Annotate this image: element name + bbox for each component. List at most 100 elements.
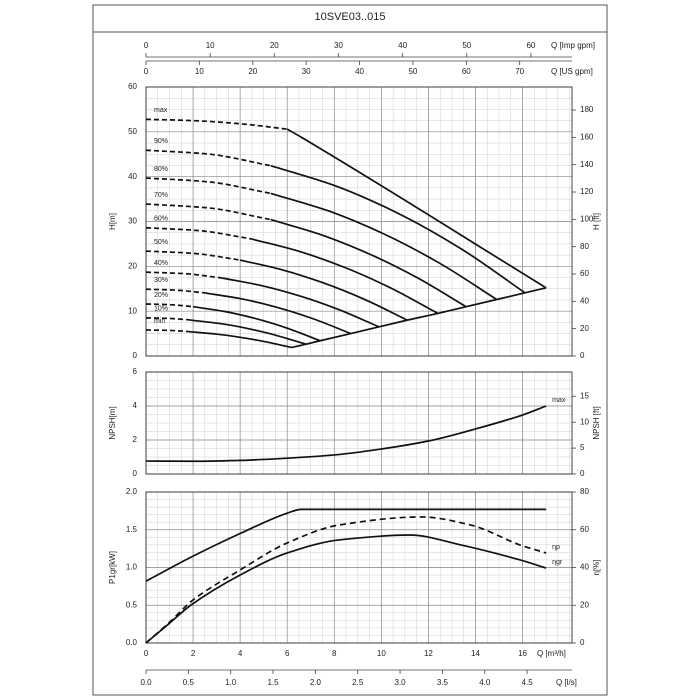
x-tick-label: 2.5 (352, 678, 364, 687)
y-axis-label: H[m] (108, 213, 117, 230)
y2-tick-label: 40 (580, 563, 589, 572)
dashed-curve (145, 303, 194, 308)
curve-label: ηp (552, 544, 560, 551)
plot-frame (145, 86, 573, 357)
curve (202, 291, 352, 335)
curve-label: max (552, 397, 566, 404)
y2-tick-label: 40 (580, 296, 589, 305)
y2-tick-label: 140 (580, 160, 594, 169)
dashed-curve (145, 177, 271, 195)
curve-label: 60% (154, 216, 168, 223)
y2-tick-label: 0 (580, 469, 585, 478)
x-tick-label: 50 (408, 67, 417, 76)
y2-tick-label: 10 (580, 417, 589, 426)
curve (251, 238, 439, 315)
y-tick-label: 2.0 (126, 487, 138, 496)
x-tick-label: 4.5 (522, 678, 534, 687)
x-tick-label: 10 (206, 41, 215, 50)
dashed-curve (145, 329, 187, 333)
x-axis-label: Q [l/s] (556, 678, 577, 687)
x-tick-label: 0.0 (140, 678, 152, 687)
curve (221, 277, 380, 328)
y2-tick-label: 80 (580, 487, 589, 496)
y-axis-label: P1gr[kW] (108, 551, 117, 584)
x-tick-label: 30 (334, 41, 343, 50)
curve (185, 318, 307, 345)
curve-label: 10% (154, 306, 168, 313)
x-axis-label: Q [Imp gpm] (551, 41, 595, 50)
dashed-curve (145, 271, 222, 279)
x-tick-label: 0 (144, 649, 149, 658)
x-tick-label: 14 (471, 649, 480, 658)
x-tick-label: 1.5 (267, 678, 279, 687)
y2-axis-label: η[%] (592, 559, 601, 575)
curve (270, 164, 526, 294)
curve-label: min (154, 318, 165, 325)
x-tick-label: 10 (377, 649, 386, 658)
x-tick-label: 0 (144, 41, 149, 50)
curve (239, 259, 408, 321)
y2-axis-label: H [ft] (592, 213, 601, 230)
curve (145, 405, 547, 463)
plot-frame (145, 491, 573, 644)
x-tick-label: 40 (398, 41, 407, 50)
curve (145, 534, 547, 644)
x-tick-label: 40 (355, 67, 364, 76)
y2-tick-label: 160 (580, 132, 594, 141)
x-axis-label: Q [m³/h] (537, 649, 566, 658)
x-tick-label: 2 (191, 649, 196, 658)
y-tick-label: 1.5 (126, 525, 138, 534)
x-tick-label: 70 (515, 67, 524, 76)
y2-tick-label: 15 (580, 391, 589, 400)
x-tick-label: 12 (424, 649, 433, 658)
y2-tick-label: 120 (580, 187, 594, 196)
y-tick-label: 2 (133, 435, 138, 444)
y2-tick-label: 20 (580, 324, 589, 333)
x-tick-label: 16 (518, 649, 527, 658)
dashed-curve (145, 226, 253, 240)
curve (286, 128, 547, 289)
x-tick-label: 60 (526, 41, 535, 50)
curve (192, 305, 321, 342)
y2-tick-label: 60 (580, 525, 589, 534)
y-tick-label: 40 (128, 172, 137, 181)
y-tick-label: 60 (128, 82, 137, 91)
y2-tick-label: 80 (580, 242, 589, 251)
y-tick-label: 0 (133, 469, 138, 478)
y-tick-label: 30 (128, 217, 137, 226)
y2-tick-label: 0 (580, 351, 585, 360)
x-tick-label: 3.5 (437, 678, 449, 687)
y2-axis-label: NPSH [ft] (592, 406, 601, 439)
y-tick-label: 6 (133, 367, 138, 376)
curve-label: 50% (154, 239, 168, 246)
dashed-curve (145, 149, 271, 167)
chart-title: 10SVE03..015 (315, 11, 386, 23)
frame (92, 4, 608, 696)
curve (145, 508, 547, 582)
y2-tick-label: 100 (580, 214, 594, 223)
x-tick-label: 30 (302, 67, 311, 76)
y-tick-label: 0 (133, 351, 138, 360)
x-tick-label: 60 (462, 67, 471, 76)
curve-label: 70% (154, 192, 168, 199)
curve-label: 30% (154, 277, 168, 284)
curve (270, 218, 467, 308)
x-tick-label: 4 (238, 649, 243, 658)
x-tick-label: 8 (332, 649, 337, 658)
curve-label: 40% (154, 260, 168, 267)
x-tick-label: 6 (285, 649, 290, 658)
x-tick-label: 50 (462, 41, 471, 50)
curve (185, 330, 293, 349)
y2-tick-label: 0 (580, 638, 585, 647)
y-tick-label: 0.5 (126, 600, 138, 609)
y-tick-label: 1.0 (126, 563, 138, 572)
x-tick-label: 0 (144, 67, 149, 76)
dashed-curve (145, 203, 271, 221)
y-tick-label: 50 (128, 127, 137, 136)
curve (270, 192, 498, 301)
dashed-curve (145, 288, 203, 294)
curve-label: 80% (154, 166, 168, 173)
curve-label: 20% (154, 292, 168, 299)
y-tick-label: 4 (133, 401, 138, 410)
curve-label: 90% (154, 138, 168, 145)
